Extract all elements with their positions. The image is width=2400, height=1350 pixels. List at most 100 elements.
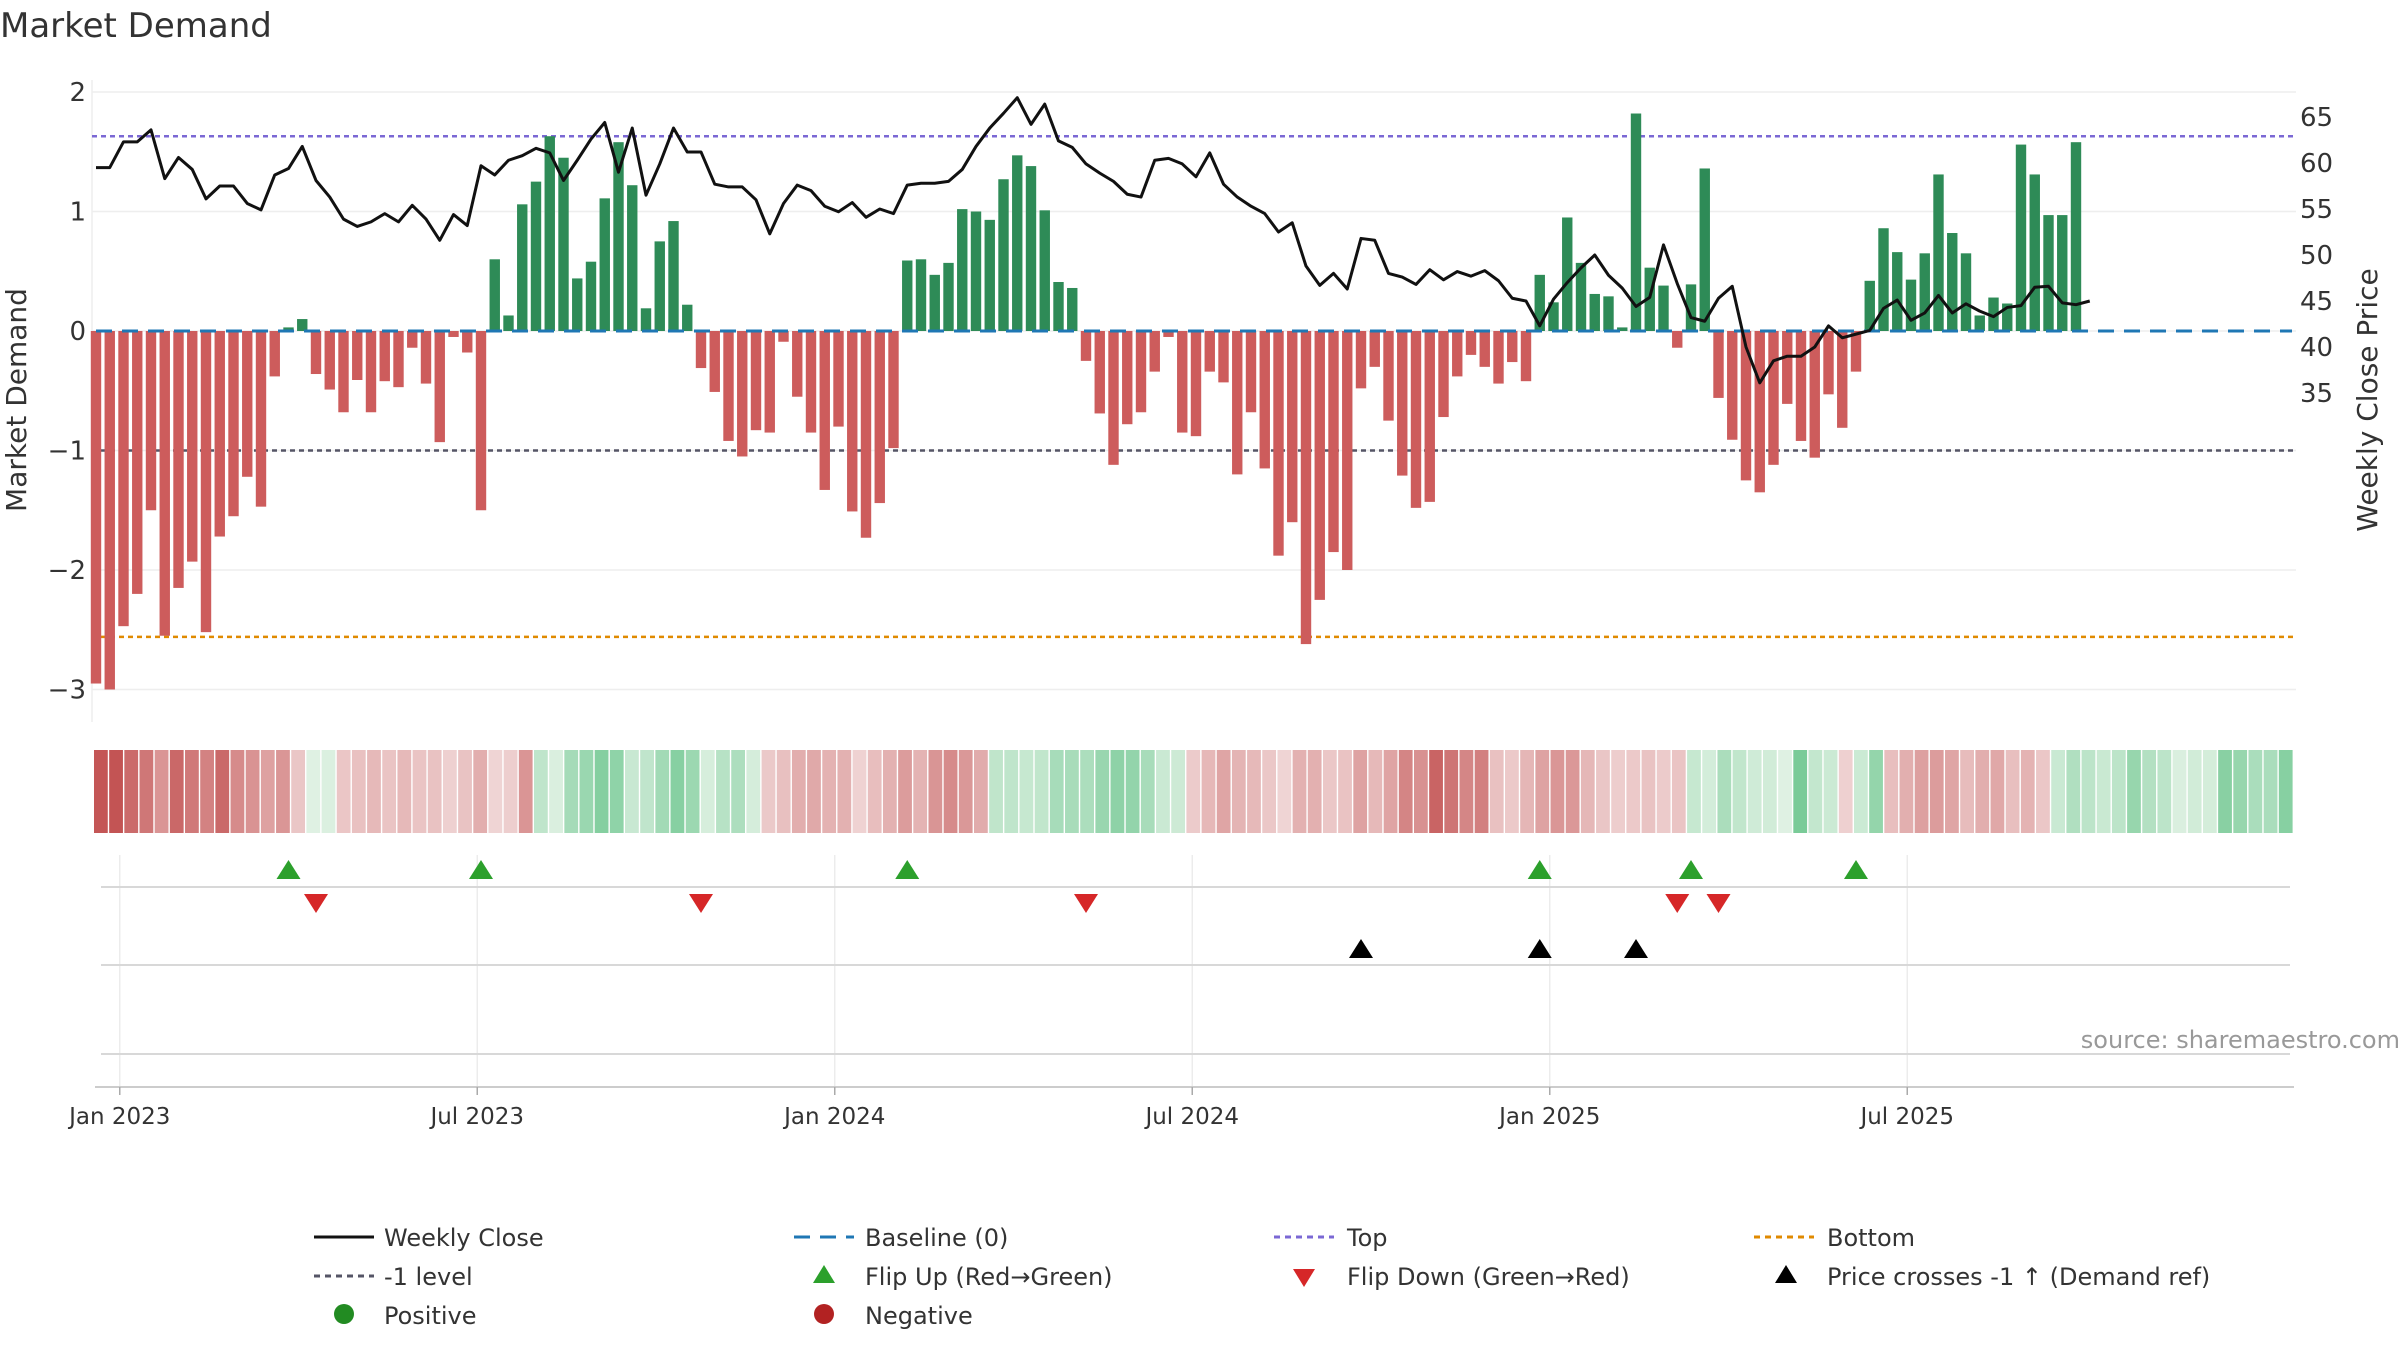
heat-strip-cell [1095,750,1110,833]
heat-strip-cell [1292,750,1307,833]
flip-markers-panel [95,855,2294,1088]
heat-strip-cell [1262,750,1277,833]
demand-bar-positive [1699,168,1710,331]
y2-tick-label: 45 [2300,287,2333,317]
heat-strip-cell [154,750,169,833]
demand-bar-positive [1617,327,1628,331]
heat-strip-cell [564,750,579,833]
demand-bar-negative [1493,331,1504,384]
demand-bar-negative [1149,331,1160,372]
heat-strip-cell [700,750,715,833]
legend-swatch-flip-down [1293,1269,1315,1287]
heat-strip-cell [534,750,548,833]
heat-strip-cell [640,750,654,833]
heat-strip-cell [1110,750,1125,833]
demand-bar-positive [1644,267,1655,331]
demand-bar-positive [517,204,528,331]
legend-item-bottom: Bottom [1754,1224,1915,1252]
heat-strip-cell [2051,750,2066,833]
heat-strip-cell [2172,750,2187,833]
demand-bar-negative [1809,331,1820,458]
heat-strip-cell [382,750,397,833]
demand-bar-negative [1232,331,1243,475]
heat-strip-cell [1656,750,1671,833]
demand-bar-negative [173,331,184,588]
demand-bar-negative [1108,331,1119,465]
heat-strip-cell [1990,750,2005,833]
demand-bar-positive [984,219,995,331]
demand-bars [90,113,2082,690]
heat-strip-cell [1838,750,1853,833]
demand-bar-negative [393,331,404,388]
y2-tick-label: 60 [2300,149,2333,179]
demand-bar-negative [200,331,212,633]
flip-up-marker [1527,860,1552,879]
weekly-close-group [96,96,2091,385]
demand-bar-positive [530,181,542,332]
y2-tick-label: 35 [2300,379,2333,409]
heat-strip-cell [1520,750,1534,833]
demand-bar-negative [1355,331,1367,389]
heat-strip-cell [579,750,594,833]
demand-bar-positive [1012,155,1023,331]
demand-bar-negative [737,331,748,457]
demand-bar-positive [613,142,624,331]
heat-strip-cell [1247,750,1261,833]
heat-strip-cell [1186,750,1201,833]
y-tick-label: −1 [48,437,86,467]
heat-strip-cell [1945,750,1959,833]
demand-bar-positive [1575,262,1587,331]
heat-strip-cell [1611,750,1626,833]
demand-bar-negative [778,331,789,342]
heat-strip-cell [1596,750,1610,833]
x-tick-label: Jan 2024 [782,1104,885,1130]
y-tick-label: 1 [69,198,86,228]
legend-item-negative: Negative [814,1302,973,1330]
heat-strip-cell [989,750,1003,833]
y2-tick-label: 65 [2300,103,2333,133]
demand-bar-negative [1410,331,1422,508]
demand-bar-negative [874,331,885,504]
demand-bar-positive [2070,142,2082,331]
flip-down-marker [304,894,328,913]
legend-swatch-flip-up [813,1265,835,1283]
demand-bar-positive [1053,282,1064,331]
heat-strip-cell [1338,750,1352,833]
demand-bar-positive [297,319,308,331]
heat-strip-cell [412,750,427,833]
legend: Weekly Close Baseline (0) Top Bottom -1 … [314,1224,2210,1330]
demand-bar-negative [1300,331,1312,645]
demand-bar-negative [1122,331,1133,425]
heat-strip-cell [1004,750,1019,833]
demand-bar-positive [902,260,913,331]
heat-strip-cell [1383,750,1398,833]
flip-down-marker [1074,894,1098,913]
heat-strip-cell [1580,750,1595,833]
heat-strip-cell [1368,750,1383,833]
flip-down-markers [304,894,1731,913]
heat-strip-cell [139,750,154,833]
legend-swatch-negative [814,1304,834,1324]
heat-strip-cell [291,750,306,833]
demand-bar-positive [1025,166,1037,331]
demand-bar-negative [379,331,390,382]
demand-bar-negative [805,331,817,433]
demand-bar-negative [448,331,459,337]
demand-bar-negative [1754,331,1765,493]
weekly-close-line [96,96,2091,385]
heat-strip-cell [1899,750,1914,833]
x-tick-label: Jul 2024 [1143,1104,1239,1130]
y2-tick-label: 50 [2300,241,2333,271]
heat-strip-cell [1747,750,1762,833]
heat-strip-cell [731,750,746,833]
heat-strip-cell [94,750,108,833]
heat-strip-cell [928,750,943,833]
demand-bar-negative [1837,331,1848,428]
demand-bar-negative [255,331,267,507]
y-tick-label: −2 [48,556,86,586]
demand-bar-negative [1768,331,1779,465]
demand-bar-negative [1080,331,1092,361]
demand-bar-negative [338,331,349,413]
demand-bar-positive [2015,144,2027,331]
heat-strip-cell [1626,750,1641,833]
